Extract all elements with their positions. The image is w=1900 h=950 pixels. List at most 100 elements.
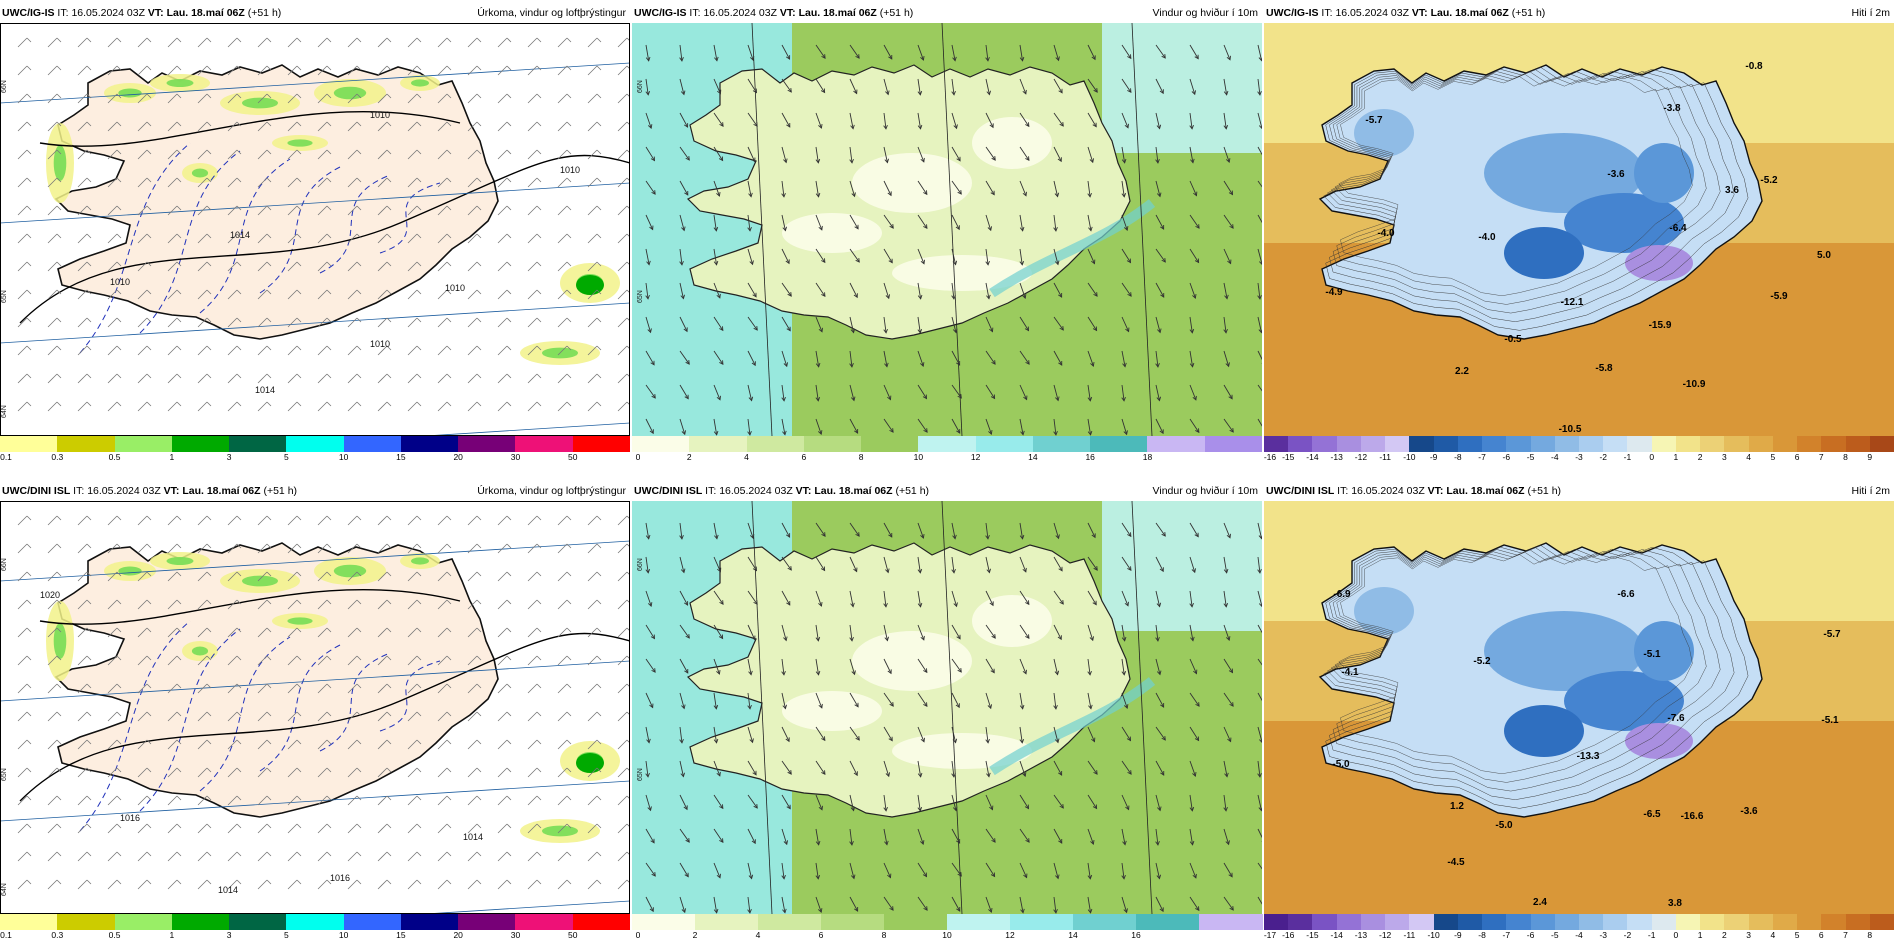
wind-barb xyxy=(467,177,482,188)
colorbar-tick-label: 2 xyxy=(1697,452,1703,462)
wind-barb xyxy=(437,37,452,48)
wind-arrow xyxy=(883,862,892,879)
isotherm-line xyxy=(199,636,291,792)
wind-arrow xyxy=(985,522,990,540)
isotherm-line xyxy=(1338,554,1693,775)
wind-barb xyxy=(137,233,152,244)
wind-barb xyxy=(437,739,452,750)
map-panel-r0c1: UWC/IG-IS IT: 16.05.2024 03Z VT: Lau. 18… xyxy=(632,3,1263,462)
wind-barb xyxy=(257,795,272,806)
wind-arrow xyxy=(849,248,860,263)
wind-barb xyxy=(377,683,392,694)
wind-barb xyxy=(377,767,392,778)
wind-arrow xyxy=(917,350,925,368)
colorbar-legend: 0 2 4 6 8 10 12 14 16 xyxy=(632,914,1263,940)
wind-arrow xyxy=(713,384,721,401)
wind-arrow xyxy=(679,862,689,878)
wind-barb xyxy=(257,65,272,76)
wind-arrow xyxy=(917,624,925,641)
wind-barb xyxy=(347,37,362,48)
wind-barb xyxy=(107,543,122,554)
colorbar-tick-label: 0.3 xyxy=(51,930,64,940)
wind-arrow xyxy=(679,316,688,333)
wind-arrow xyxy=(747,862,754,880)
wind-barb xyxy=(557,571,572,582)
colorbar-swatch xyxy=(1090,436,1148,452)
wind-barb xyxy=(77,823,92,834)
wind-arrow xyxy=(815,896,823,914)
precip-core xyxy=(242,97,278,109)
cold-area xyxy=(1484,133,1644,213)
wind-barb xyxy=(227,823,242,834)
wind-barb xyxy=(557,37,572,48)
wind-arrow xyxy=(1019,180,1027,197)
wind-barb xyxy=(287,65,302,76)
temperature-label: -10.5 xyxy=(1559,424,1582,435)
wind-arrow xyxy=(747,350,756,367)
colorbar-tick-label: -17 xyxy=(1263,930,1277,940)
wind-barb xyxy=(287,345,302,356)
wind-barb xyxy=(77,149,92,160)
wind-barb xyxy=(407,515,422,526)
wind-arrow xyxy=(747,112,758,127)
isobar-label: 1010 xyxy=(445,283,465,293)
wind-barb xyxy=(467,401,482,412)
wind-arrow xyxy=(781,146,788,164)
wind-barb xyxy=(497,683,512,694)
colorbar-swatch xyxy=(1675,914,1701,930)
wind-arrow xyxy=(1223,760,1229,778)
wind-arrow xyxy=(1257,726,1262,743)
isotherm-line xyxy=(259,644,341,772)
wind-barb xyxy=(587,121,602,132)
wind-barb xyxy=(497,373,512,384)
isobar-label: 1016 xyxy=(120,813,140,823)
wind-arrow xyxy=(951,418,961,434)
wind-barb xyxy=(437,515,452,526)
wind-arrow xyxy=(1257,794,1262,812)
wind-barb xyxy=(257,543,272,554)
wind-arrow xyxy=(849,44,860,59)
wind-arrow xyxy=(849,316,856,334)
wind-arrow xyxy=(645,522,651,540)
wind-barb xyxy=(47,93,62,104)
model: UWC/IG-IS xyxy=(2,7,55,19)
wind-arrow xyxy=(1121,248,1132,264)
run-info: UWC/DINI ISL IT: 16.05.2024 03Z VT: Lau.… xyxy=(2,481,297,501)
colorbar-swatch xyxy=(1204,436,1263,452)
precip-core xyxy=(287,139,313,147)
isobar-line xyxy=(19,154,630,324)
colorbar-tick-label: 3 xyxy=(1722,452,1727,462)
colorbar-swatch xyxy=(1409,914,1435,930)
colorbar-swatch xyxy=(632,436,690,452)
wind-barb xyxy=(47,261,62,272)
wind-arrow xyxy=(645,726,651,744)
colorbar-swatch xyxy=(1772,436,1798,452)
wind-arrow xyxy=(645,78,651,96)
wind-arrow xyxy=(883,556,890,574)
wind-barb xyxy=(107,823,122,834)
wind-barb xyxy=(497,261,512,272)
colorbar-swatch xyxy=(1748,436,1774,452)
wind-arrow xyxy=(645,418,654,435)
wind-barb xyxy=(287,37,302,48)
wind-barb xyxy=(167,795,182,806)
wind-arrow xyxy=(1053,522,1060,540)
wind-arrow xyxy=(917,78,923,96)
temperature-label: -5.2 xyxy=(1760,175,1778,186)
wind-barb xyxy=(77,317,92,328)
wind-arrow xyxy=(747,44,755,62)
wind-arrow xyxy=(781,316,791,332)
wind-barb xyxy=(317,711,332,722)
wind-arrow xyxy=(747,418,752,436)
wind-arrow xyxy=(645,658,656,673)
wind-arrow xyxy=(679,658,689,674)
wind-arrow xyxy=(883,248,893,264)
wind-arrow xyxy=(679,556,686,574)
it: 16.05.2024 03Z xyxy=(1335,7,1409,19)
wind-arrow xyxy=(1155,112,1162,130)
wind-barb xyxy=(17,121,32,132)
wind-arrow xyxy=(781,828,789,846)
wind-barb xyxy=(557,289,572,300)
wind-arrow xyxy=(1019,760,1027,778)
wind-barb xyxy=(167,851,182,862)
